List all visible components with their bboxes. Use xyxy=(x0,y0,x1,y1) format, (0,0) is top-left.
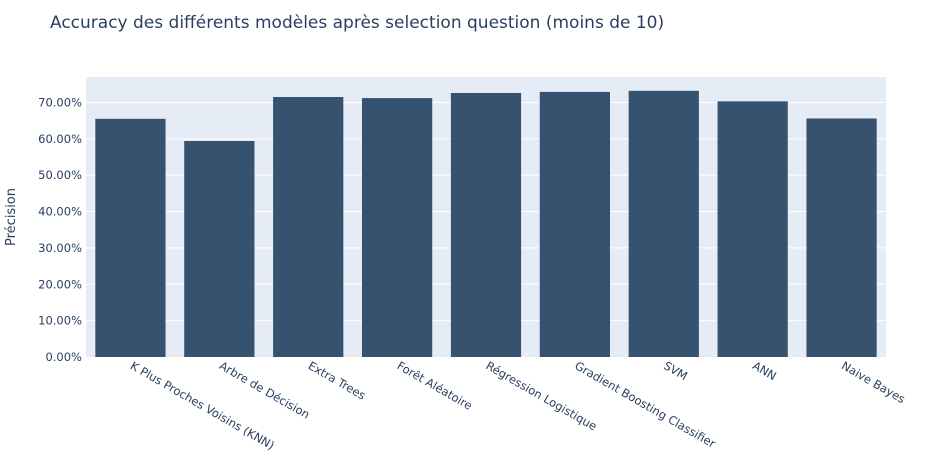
y-tick-label: 60.00% xyxy=(38,132,82,146)
y-tick-label: 30.00% xyxy=(38,241,82,255)
y-tick-label: 40.00% xyxy=(38,205,82,219)
bar xyxy=(717,101,788,357)
bar xyxy=(628,90,699,358)
bars xyxy=(95,90,877,358)
x-tick-label: SVM xyxy=(661,358,690,383)
bar xyxy=(184,141,255,357)
y-axis-ticks: 0.00% 10.00% 20.00% 30.00% 40.00% 50.00% 60.00… xyxy=(38,95,82,364)
bar xyxy=(95,118,166,358)
x-tick-label: Gradient Boosting Classifier xyxy=(572,358,718,450)
x-tick-label: Arbre de Décision xyxy=(217,358,312,421)
bar xyxy=(450,93,522,357)
y-tick-label: 0.00% xyxy=(45,350,82,364)
y-tick-label: 10.00% xyxy=(38,314,82,328)
bar xyxy=(806,118,877,357)
bar xyxy=(362,98,433,357)
y-axis-title: Précision xyxy=(4,188,19,246)
x-tick-label: Forêt Aléatoire xyxy=(395,358,475,412)
y-tick-label: 50.00% xyxy=(38,168,82,182)
x-tick-label: ANN xyxy=(750,358,779,383)
x-tick-label: Naive Bayes xyxy=(839,358,908,406)
x-axis-ticks: K Plus Proches Voisins (KNN)Arbre de Déc… xyxy=(128,358,908,452)
y-tick-label: 70.00% xyxy=(38,95,82,109)
bar xyxy=(273,97,344,357)
x-tick-label: K Plus Proches Voisins (KNN) xyxy=(128,358,277,452)
y-tick-label: 20.00% xyxy=(38,277,82,291)
bar xyxy=(539,91,610,357)
chart-title: Accuracy des différents modèles après se… xyxy=(50,13,664,33)
x-tick-label: Extra Trees xyxy=(306,358,368,402)
